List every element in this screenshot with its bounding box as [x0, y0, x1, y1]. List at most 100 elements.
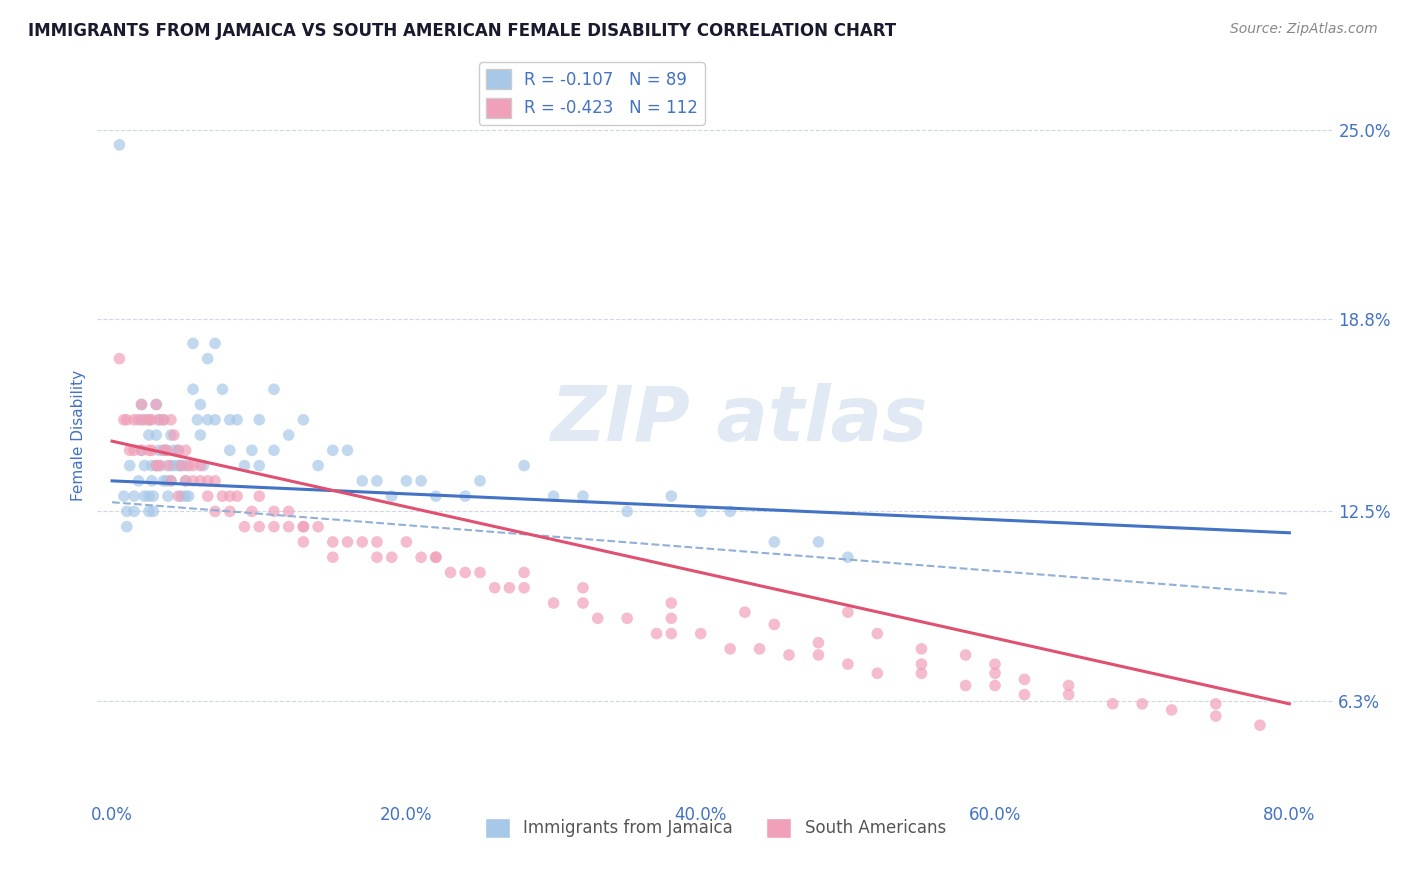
Point	[170, 458, 193, 473]
Point	[910, 641, 932, 656]
Point	[138, 413, 160, 427]
Point	[152, 443, 174, 458]
Point	[395, 535, 418, 549]
Point	[186, 413, 208, 427]
Point	[197, 351, 219, 366]
Point	[425, 489, 447, 503]
Point	[177, 458, 200, 473]
Point	[322, 550, 344, 565]
Point	[167, 489, 190, 503]
Point	[218, 443, 240, 458]
Point	[807, 535, 830, 549]
Point	[718, 504, 741, 518]
Point	[204, 413, 226, 427]
Point	[181, 458, 204, 473]
Point	[837, 657, 859, 672]
Point	[425, 550, 447, 565]
Point	[181, 474, 204, 488]
Point	[218, 413, 240, 427]
Point	[352, 535, 374, 549]
Point	[247, 519, 270, 533]
Point	[128, 413, 150, 427]
Point	[142, 504, 165, 518]
Point	[115, 504, 138, 518]
Point	[336, 443, 359, 458]
Point	[152, 474, 174, 488]
Point	[1057, 679, 1080, 693]
Point	[247, 458, 270, 473]
Point	[112, 489, 135, 503]
Point	[336, 535, 359, 549]
Point	[181, 336, 204, 351]
Point	[910, 657, 932, 672]
Point	[181, 382, 204, 396]
Y-axis label: Female Disability: Female Disability	[72, 369, 86, 500]
Point	[807, 636, 830, 650]
Point	[115, 519, 138, 533]
Point	[141, 413, 163, 427]
Point	[177, 489, 200, 503]
Point	[145, 397, 167, 411]
Point	[659, 489, 682, 503]
Point	[659, 611, 682, 625]
Point	[263, 443, 285, 458]
Point	[689, 626, 711, 640]
Point	[837, 550, 859, 565]
Point	[837, 605, 859, 619]
Point	[763, 617, 786, 632]
Point	[190, 474, 212, 488]
Point	[1205, 709, 1227, 723]
Point	[170, 489, 193, 503]
Point	[122, 443, 145, 458]
Point	[572, 581, 595, 595]
Point	[1057, 688, 1080, 702]
Point	[163, 443, 186, 458]
Point	[543, 489, 565, 503]
Point	[118, 458, 141, 473]
Point	[138, 443, 160, 458]
Point	[513, 566, 536, 580]
Point	[211, 382, 233, 396]
Point	[807, 648, 830, 662]
Point	[411, 474, 433, 488]
Point	[167, 443, 190, 458]
Point	[955, 679, 977, 693]
Point	[112, 413, 135, 427]
Point	[122, 504, 145, 518]
Point	[138, 428, 160, 442]
Point	[468, 566, 491, 580]
Point	[659, 626, 682, 640]
Point	[439, 566, 461, 580]
Point	[122, 413, 145, 427]
Point	[148, 458, 170, 473]
Point	[233, 519, 256, 533]
Point	[145, 397, 167, 411]
Point	[218, 489, 240, 503]
Point	[131, 443, 153, 458]
Point	[263, 382, 285, 396]
Point	[513, 581, 536, 595]
Point	[1160, 703, 1182, 717]
Point	[984, 657, 1007, 672]
Point	[204, 336, 226, 351]
Point	[734, 605, 756, 619]
Point	[122, 489, 145, 503]
Point	[498, 581, 520, 595]
Point	[543, 596, 565, 610]
Point	[152, 413, 174, 427]
Point	[984, 679, 1007, 693]
Point	[381, 550, 404, 565]
Point	[381, 489, 404, 503]
Point	[240, 504, 263, 518]
Point	[955, 648, 977, 662]
Point	[174, 458, 197, 473]
Point	[616, 504, 638, 518]
Point	[108, 351, 131, 366]
Point	[174, 474, 197, 488]
Point	[572, 596, 595, 610]
Point	[156, 458, 179, 473]
Point	[193, 458, 215, 473]
Point	[292, 413, 315, 427]
Point	[645, 626, 668, 640]
Point	[152, 413, 174, 427]
